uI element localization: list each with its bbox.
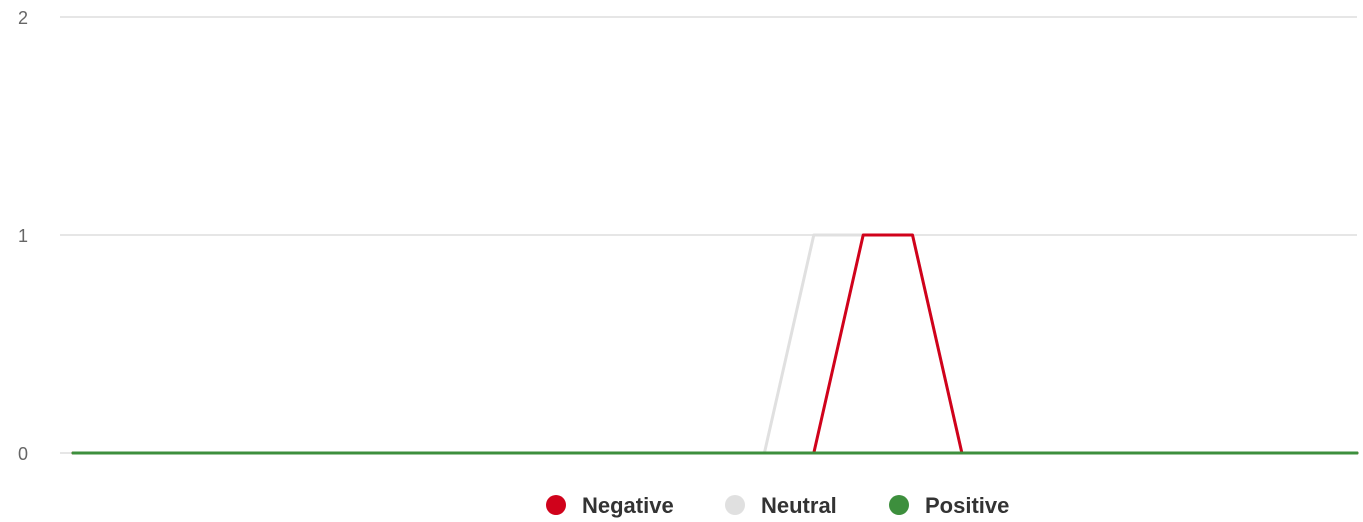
y-tick-label-0: 0: [18, 444, 28, 464]
legend-label-neutral: Neutral: [761, 493, 837, 518]
grid-lines: [60, 16, 1357, 454]
legend-marker-neutral: [725, 495, 745, 515]
legend-label-positive: Positive: [925, 493, 1009, 518]
series-line-neutral: [71, 233, 1359, 455]
legend-label-negative: Negative: [582, 493, 674, 518]
series-line-negative: [71, 233, 1359, 455]
legend-item-negative[interactable]: Negative: [546, 493, 674, 518]
legend[interactable]: Negative Neutral Positive: [546, 493, 1009, 518]
legend-marker-negative: [546, 495, 566, 515]
y-tick-label-2: 2: [18, 8, 28, 28]
y-axis-ticks: 0 1 2: [18, 8, 28, 464]
y-tick-label-1: 1: [18, 226, 28, 246]
series-lines: [71, 233, 1359, 455]
legend-marker-positive: [889, 495, 909, 515]
legend-item-positive[interactable]: Positive: [889, 493, 1009, 518]
legend-item-neutral[interactable]: Neutral: [725, 493, 837, 518]
